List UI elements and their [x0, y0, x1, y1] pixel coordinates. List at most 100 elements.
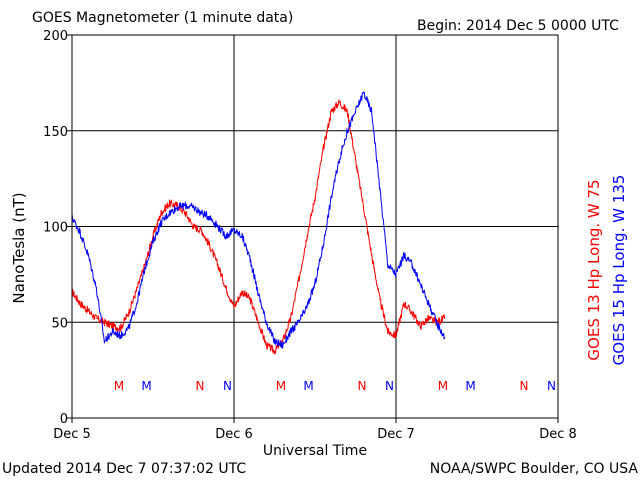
x-tick-label: Dec 8: [539, 427, 577, 442]
series-line-goes13: [71, 99, 446, 355]
series-point: [395, 273, 397, 275]
series-point: [338, 101, 340, 103]
series-point: [87, 310, 89, 312]
series-point: [192, 206, 195, 208]
series-point: [160, 212, 162, 214]
y-tick-label: 150: [43, 125, 68, 140]
mn-marker: N: [195, 379, 204, 393]
series-point: [419, 283, 421, 285]
series-point: [87, 254, 89, 256]
series-point: [322, 149, 324, 151]
series-point: [217, 225, 219, 228]
series-point: [217, 264, 219, 266]
series-point: [79, 231, 81, 233]
series-point: [273, 350, 276, 352]
series-point: [419, 325, 421, 327]
series-point: [176, 206, 178, 208]
mn-marker: M: [465, 379, 475, 393]
source-credit: NOAA/SWPC Boulder, CO USA: [430, 461, 639, 477]
series-point: [363, 206, 365, 208]
series-point: [111, 325, 114, 327]
series-point: [95, 287, 97, 289]
series-point: [257, 321, 259, 323]
series-point: [290, 331, 292, 333]
series-point: [314, 197, 316, 199]
legend-goes13: GOES 13 Hp Long. W 75: [585, 179, 603, 360]
series-point: [282, 344, 284, 346]
series-point: [346, 130, 348, 132]
series-point: [379, 187, 381, 189]
series-point: [411, 312, 413, 314]
series-point: [257, 292, 259, 295]
series-point: [128, 312, 130, 314]
chart-title: GOES Magnetometer (1 minute data): [32, 10, 293, 26]
series-point: [209, 245, 211, 247]
series-point: [120, 335, 122, 337]
series-point: [168, 202, 170, 205]
series-point: [338, 158, 340, 161]
series-point: [128, 327, 130, 329]
x-tick-labels: Dec 5 Dec 6 Dec 7 Dec 8: [53, 418, 577, 442]
series-line-goes15: [71, 91, 446, 349]
grid-lines: [72, 35, 558, 418]
series-point: [241, 291, 243, 293]
begin-time: Begin: 2014 Dec 5 0000 UTC: [417, 18, 619, 34]
series-point: [435, 321, 438, 323]
series-point: [233, 229, 235, 231]
series-point: [136, 289, 138, 291]
x-axis-label: Universal Time: [263, 443, 367, 459]
series-point: [354, 158, 357, 161]
series-point: [176, 204, 178, 207]
series-point: [444, 336, 446, 339]
mn-marker: M: [303, 379, 313, 393]
series-point: [152, 241, 154, 243]
y-tick-label: 200: [43, 29, 68, 44]
series-point: [371, 111, 373, 113]
series-point: [387, 264, 389, 266]
mn-marker: M: [276, 379, 286, 393]
series-point: [306, 235, 308, 237]
series-point: [160, 222, 162, 224]
mn-marker: M: [141, 379, 151, 393]
series-point: [136, 302, 138, 304]
series-point: [290, 317, 292, 320]
series-point: [144, 264, 146, 266]
series-point: [322, 245, 324, 247]
mn-marker: N: [357, 379, 366, 393]
series-point: [387, 331, 389, 333]
series-point: [233, 306, 235, 308]
series-point: [103, 340, 105, 342]
series-point: [273, 340, 276, 342]
series-point: [103, 321, 105, 323]
series-point: [225, 235, 227, 237]
mn-marker: N: [519, 379, 528, 393]
series-point: [306, 306, 308, 308]
mn-marker: N: [385, 379, 394, 393]
legend-goes15: GOES 15 Hp Long. W 135: [610, 175, 628, 366]
series-point: [265, 344, 267, 346]
series-point: [249, 298, 251, 300]
series-point: [444, 317, 446, 320]
series-point: [201, 212, 203, 214]
series-point: [403, 254, 405, 256]
x-tick-label: Dec 6: [215, 427, 253, 442]
series-lines: [71, 91, 446, 355]
series-point: [403, 302, 405, 304]
series-point: [111, 331, 114, 333]
updated-timestamp: Updated 2014 Dec 7 07:37:02 UTC: [2, 461, 246, 477]
series-point: [282, 340, 284, 342]
series-point: [184, 204, 186, 207]
series-point: [184, 212, 186, 214]
series-point: [411, 264, 413, 266]
series-point: [298, 321, 300, 323]
series-point: [427, 317, 429, 320]
series-point: [354, 111, 357, 113]
series-point: [379, 298, 381, 300]
mn-marker: M: [438, 379, 448, 393]
series-point: [144, 268, 146, 270]
y-tick-label: 100: [43, 221, 68, 236]
mn-marker: N: [223, 379, 232, 393]
series-point: [395, 335, 397, 337]
y-tick-label: 0: [60, 412, 68, 427]
